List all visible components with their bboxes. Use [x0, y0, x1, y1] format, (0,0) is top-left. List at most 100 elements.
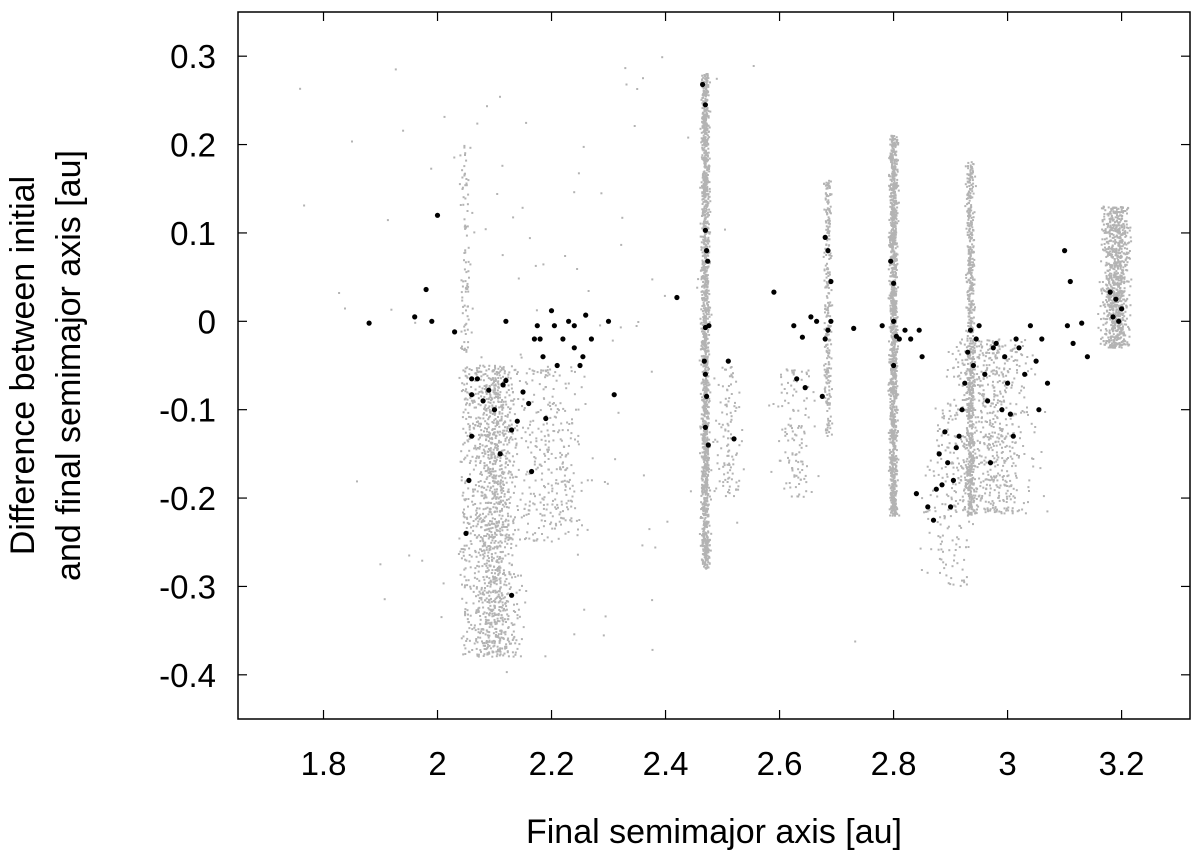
gray-data-point	[707, 540, 710, 543]
gray-data-point	[1108, 246, 1111, 248]
gray-data-point	[1103, 213, 1106, 215]
gray-data-point	[701, 493, 704, 496]
gray-data-point	[704, 341, 707, 344]
gray-data-point	[969, 192, 972, 195]
gray-data-point	[701, 396, 704, 399]
gray-data-point	[827, 228, 829, 231]
gray-data-point	[699, 235, 702, 238]
gray-data-point	[701, 285, 703, 288]
gray-data-point	[702, 323, 705, 326]
gray-data-point	[703, 283, 706, 286]
gray-data-point	[827, 275, 830, 277]
gray-data-point	[969, 222, 972, 225]
gray-data-point	[1118, 228, 1121, 231]
gray-data-point	[703, 184, 706, 187]
gray-data-point	[890, 434, 893, 437]
gray-data-point	[1117, 207, 1120, 210]
gray-data-point	[968, 472, 971, 475]
gray-data-point	[1117, 267, 1119, 270]
gray-data-point	[972, 384, 975, 387]
gray-data-point	[968, 466, 971, 469]
gray-data-point	[828, 230, 831, 233]
gray-data-point	[1120, 245, 1123, 248]
gray-data-point	[707, 389, 710, 392]
gray-data-point	[888, 294, 891, 297]
gray-data-point	[701, 544, 704, 546]
gray-data-point	[894, 233, 897, 236]
gray-data-point	[970, 204, 973, 207]
gray-data-point	[1110, 209, 1113, 212]
gray-data-point	[702, 378, 704, 381]
gray-data-point	[827, 202, 830, 205]
gray-data-point	[708, 181, 711, 184]
gray-data-point	[970, 501, 973, 504]
gray-data-point	[709, 200, 712, 203]
gray-data-point	[1102, 248, 1104, 251]
gray-data-point	[707, 561, 710, 564]
gray-data-point	[889, 307, 892, 310]
gray-data-point	[968, 397, 971, 400]
gray-data-point	[892, 275, 895, 278]
gray-data-point	[972, 499, 975, 502]
gray-data-point	[702, 284, 705, 287]
gray-data-point	[704, 175, 707, 178]
gray-data-point	[704, 510, 707, 513]
gray-data-point	[971, 376, 974, 379]
gray-data-point	[968, 271, 971, 274]
gray-data-point	[1110, 278, 1113, 281]
gray-data-point	[895, 202, 898, 205]
gray-data-point	[972, 501, 975, 504]
gray-data-point	[967, 322, 970, 324]
gray-data-point	[1112, 312, 1115, 315]
gray-data-point	[706, 521, 709, 524]
gray-data-point	[889, 157, 892, 160]
gray-data-point	[893, 413, 896, 415]
gray-data-point	[969, 181, 971, 184]
gray-data-point	[891, 228, 894, 231]
gray-data-point	[825, 295, 828, 298]
gray-data-point	[710, 498, 712, 501]
gray-data-point	[703, 220, 706, 223]
gray-data-point	[895, 287, 898, 290]
gray-data-point	[893, 372, 896, 374]
gray-data-point	[894, 367, 897, 370]
gray-data-point	[1116, 208, 1118, 211]
gray-data-point	[896, 178, 899, 181]
gray-data-point	[895, 211, 898, 214]
gray-data-point	[896, 276, 898, 279]
gray-data-point	[703, 238, 706, 241]
gray-data-point	[708, 333, 711, 336]
gray-data-point	[966, 439, 968, 442]
gray-data-point	[969, 383, 972, 386]
gray-data-point	[970, 455, 973, 458]
gray-data-point	[706, 204, 709, 207]
gray-data-point	[1111, 229, 1114, 232]
gray-data-point	[707, 281, 710, 284]
gray-data-point	[894, 300, 897, 303]
gray-data-point	[1107, 253, 1110, 256]
gray-data-point	[1126, 242, 1129, 245]
gray-data-point	[706, 508, 709, 511]
gray-data-point	[701, 406, 704, 409]
gray-data-point	[968, 267, 971, 270]
gray-data-point	[892, 454, 895, 457]
gray-data-point	[1128, 241, 1131, 244]
gray-data-point	[894, 436, 897, 439]
gray-data-point	[1110, 339, 1113, 342]
gray-data-point	[970, 251, 973, 254]
gray-data-point	[1107, 212, 1110, 215]
gray-data-point	[1125, 269, 1128, 271]
gray-data-point	[699, 392, 702, 395]
gray-data-point	[891, 159, 894, 162]
gray-data-point	[702, 124, 705, 127]
gray-data-point	[890, 275, 893, 278]
gray-data-point	[892, 390, 895, 393]
gray-data-point	[1123, 282, 1126, 285]
gray-data-point	[889, 429, 892, 432]
gray-data-point	[1113, 206, 1116, 209]
gray-data-point	[1114, 221, 1116, 224]
gray-data-point	[707, 84, 710, 87]
gray-data-point	[708, 126, 711, 129]
gray-data-point	[970, 347, 973, 350]
gray-data-point	[823, 251, 826, 254]
